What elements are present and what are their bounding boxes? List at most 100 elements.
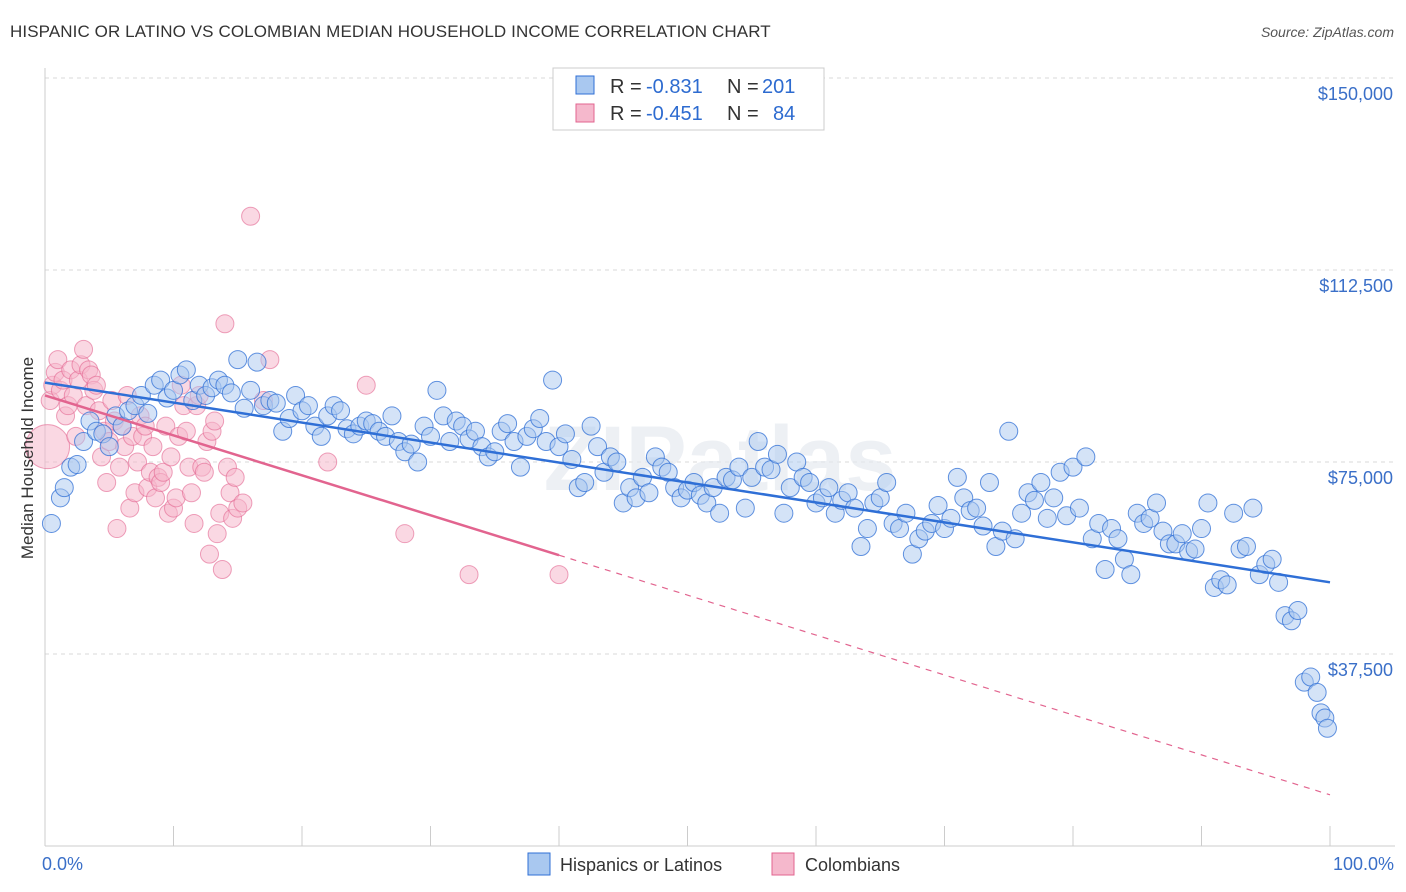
hispanics-point — [767, 444, 787, 464]
legend-r-label-2: R = — [610, 103, 642, 125]
hispanics-point — [555, 424, 575, 444]
hispanics-point — [530, 408, 550, 428]
hispanics-point — [877, 472, 897, 492]
hispanics-point — [967, 498, 987, 518]
y-tick-label-1: $75,000 — [1328, 468, 1393, 488]
hispanics-point — [1288, 600, 1308, 620]
hispanics-point — [99, 437, 119, 457]
trend-lines — [44, 381, 1331, 796]
hispanics-point — [999, 421, 1019, 441]
hispanics-point — [1063, 457, 1083, 477]
hispanics-point — [298, 396, 318, 416]
source-label: Source: ZipAtlas.com — [1260, 24, 1394, 40]
hispanics-point — [41, 513, 61, 533]
colombians-point — [233, 493, 253, 513]
hispanics-point — [382, 406, 402, 426]
legend-item-colombians: Colombians — [805, 855, 900, 875]
hispanics-point — [54, 478, 74, 498]
hispanics-point — [408, 452, 428, 472]
hispanics-point — [1243, 498, 1263, 518]
legend-r-value-2: -0.451 — [646, 103, 703, 125]
colombians-point — [97, 472, 117, 492]
colombians-point — [48, 350, 68, 370]
hispanics-point — [1012, 503, 1032, 523]
hispanics-point — [735, 498, 755, 518]
legend-swatch-pink — [575, 103, 595, 123]
colombians-trend-extension — [558, 554, 1331, 796]
colombians-point — [199, 544, 219, 564]
y-tick-label-3: $150,000 — [1318, 84, 1393, 104]
colombians-point — [181, 483, 201, 503]
colombians-point — [205, 411, 225, 431]
hispanics-point — [857, 519, 877, 539]
hispanics-point — [780, 478, 800, 498]
y-axis-title: Median Household Income — [18, 357, 37, 559]
hispanics-trend-line — [44, 381, 1331, 584]
hispanics-point — [1262, 549, 1282, 569]
colombians-point — [356, 375, 376, 395]
y-tick-label-2: $112,500 — [1319, 276, 1393, 296]
hispanics-point — [1217, 575, 1237, 595]
colombians-point — [194, 462, 214, 482]
colombians-point — [225, 467, 245, 487]
hispanics-point — [266, 393, 286, 413]
colombians-point — [215, 314, 235, 334]
legend-item-hispanics-swatch — [527, 852, 551, 876]
colombians-trend-line — [44, 394, 560, 557]
colombians-point — [395, 524, 415, 544]
hispanics-point — [67, 455, 87, 475]
y-tick-label-0: $37,500 — [1328, 660, 1393, 680]
hispanics-point — [1024, 490, 1044, 510]
legend-item-colombians-swatch — [771, 852, 795, 876]
hispanics-point — [331, 401, 351, 421]
legend-n-value-1: 201 — [762, 76, 795, 98]
hispanics-point — [588, 437, 608, 457]
hispanics-point — [896, 503, 916, 523]
hispanics-point — [581, 416, 601, 436]
hispanics-point — [498, 414, 518, 434]
hispanics-point — [607, 452, 627, 472]
grid — [45, 77, 1395, 655]
colombians-point — [74, 339, 94, 359]
legend-n-label-2: N = — [727, 103, 759, 125]
colombians-point — [110, 457, 130, 477]
colombians-point — [212, 560, 232, 580]
colombians-point — [153, 462, 173, 482]
colombians-point — [143, 437, 163, 457]
hispanics-point — [1037, 508, 1057, 528]
hispanics-point — [510, 457, 530, 477]
legend-item-hispanics: Hispanics or Latinos — [560, 855, 722, 875]
hispanics-point — [1307, 682, 1327, 702]
hispanics-point — [729, 457, 749, 477]
hispanics-point — [1044, 488, 1064, 508]
series-legend: Hispanics or Latinos Colombians — [527, 852, 900, 876]
hispanics-point — [742, 467, 762, 487]
hispanics-point — [228, 350, 248, 370]
hispanics-point — [819, 478, 839, 498]
hispanics-point — [851, 536, 871, 556]
hispanics-point — [973, 516, 993, 536]
colombians-point — [318, 452, 338, 472]
hispanics-point — [928, 496, 948, 516]
hispanics-point — [151, 370, 171, 390]
hispanics-point — [947, 467, 967, 487]
hispanics-point — [1317, 718, 1337, 738]
hispanics-point — [1031, 472, 1051, 492]
hispanics-point — [639, 483, 659, 503]
y-tick-labels: $37,500 $75,000 $112,500 $150,000 — [1318, 84, 1393, 680]
colombians-point — [184, 513, 204, 533]
colombians-point — [128, 452, 148, 472]
legend-swatch-blue — [575, 75, 595, 95]
hispanics-point — [1121, 565, 1141, 585]
hispanics-point — [1192, 519, 1211, 539]
hispanics-point — [247, 352, 267, 372]
hispanics-point — [138, 403, 158, 423]
hispanics-point — [1185, 539, 1205, 559]
legend-r-value-1: -0.831 — [646, 76, 703, 98]
stats-legend: R = -0.831 N = 201 R = -0.451 N = 84 — [552, 67, 825, 131]
hispanics-point — [1147, 493, 1167, 513]
x-tick-label-min: 0.0% — [42, 854, 83, 874]
hispanics-point — [440, 432, 460, 452]
colombians-point — [459, 565, 479, 585]
hispanics-point — [575, 472, 595, 492]
